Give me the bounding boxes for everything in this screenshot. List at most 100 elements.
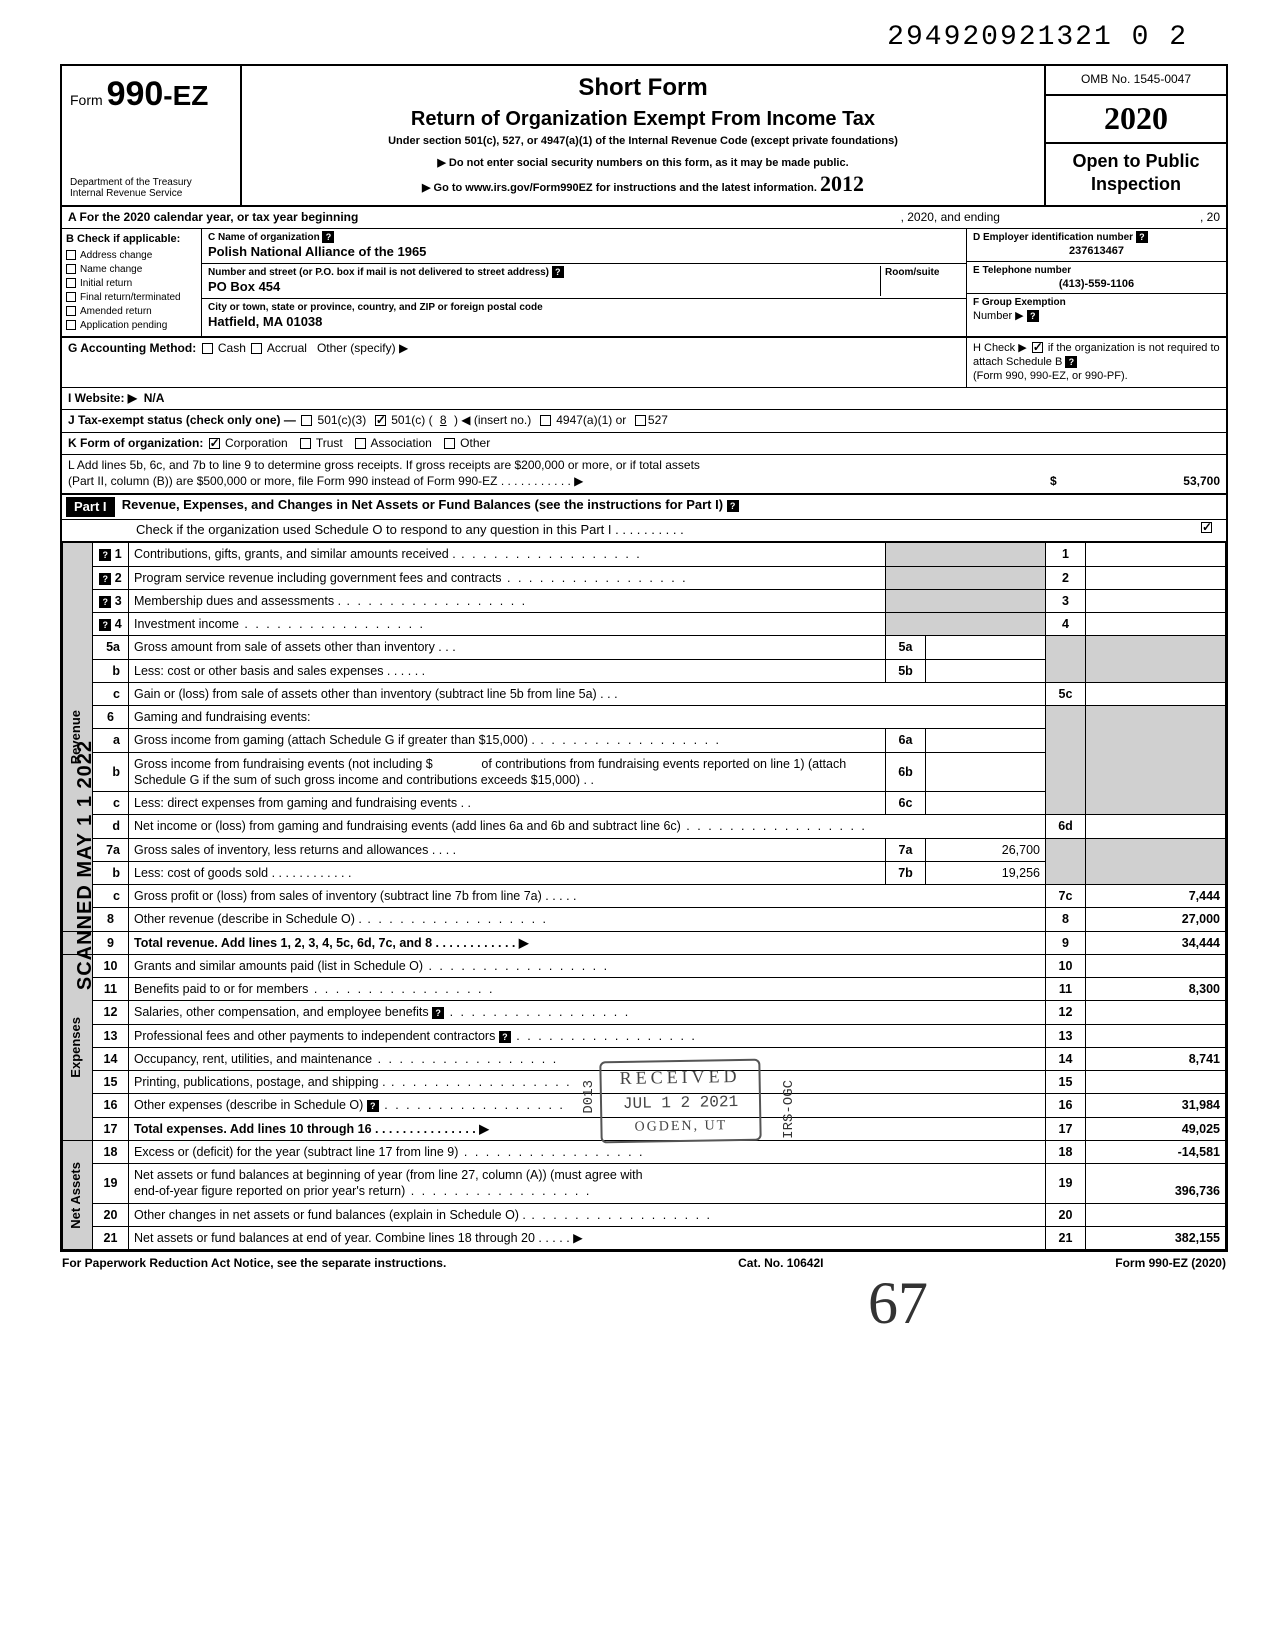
row-a-end: , 20 xyxy=(1200,210,1220,226)
val-14: 8,741 xyxy=(1086,1047,1226,1070)
open-to-public: Open to Public Inspection xyxy=(1046,144,1226,203)
line-15-desc: Printing, publications, postage, and shi… xyxy=(129,1071,1046,1094)
col-b-header: B Check if applicable: xyxy=(66,232,197,246)
chk-association[interactable] xyxy=(355,438,366,449)
subtitle: Under section 501(c), 527, or 4947(a)(1)… xyxy=(252,134,1034,148)
val-7b: 19,256 xyxy=(926,861,1046,884)
header-right-block: OMB No. 1545-0047 2020 Open to Public In… xyxy=(1046,66,1226,204)
row-i-website: I Website: ▶ N/A xyxy=(62,388,1226,411)
chk-application-pending[interactable]: Application pending xyxy=(66,319,197,332)
501c-insert: 8 xyxy=(436,413,451,427)
line-7a-desc: Gross sales of inventory, less returns a… xyxy=(129,838,886,861)
chk-527[interactable] xyxy=(635,415,646,426)
form-number-990: 990 xyxy=(107,75,164,113)
row-l-gross-receipts: L Add lines 5b, 6c, and 7b to line 9 to … xyxy=(62,455,1226,494)
line-9-desc: Total revenue. Add lines 1, 2, 3, 4, 5c,… xyxy=(129,931,1046,954)
help-icon: ? xyxy=(1065,356,1077,368)
help-icon: ? xyxy=(727,500,739,512)
chk-label: Initial return xyxy=(80,277,132,290)
val-19: 396,736 xyxy=(1086,1164,1226,1204)
chk-corporation[interactable] xyxy=(209,438,220,449)
table-row: 15Printing, publications, postage, and s… xyxy=(63,1071,1226,1094)
other-org-label: Other xyxy=(460,436,490,450)
table-row: 16Other expenses (describe in Schedule O… xyxy=(63,1094,1226,1117)
table-row: 14Occupancy, rent, utilities, and mainte… xyxy=(63,1047,1226,1070)
short-form-title: Short Form xyxy=(252,72,1034,103)
chk-accrual[interactable] xyxy=(251,343,262,354)
table-row: 17Total expenses. Add lines 10 through 1… xyxy=(63,1117,1226,1140)
g-label: G Accounting Method: xyxy=(68,341,196,355)
table-row: ? 2Program service revenue including gov… xyxy=(63,566,1226,589)
line-18-desc: Excess or (deficit) for the year (subtra… xyxy=(129,1140,1046,1163)
row-a-tax-year: A For the 2020 calendar year, or tax yea… xyxy=(62,207,1226,230)
form-prefix: Form xyxy=(70,92,103,108)
chk-label: Name change xyxy=(80,263,142,276)
table-row: ? 3Membership dues and assessments .3 xyxy=(63,589,1226,612)
ein-row: D Employer identification number ? 23761… xyxy=(967,229,1226,261)
table-row: 6Gaming and fundraising events: xyxy=(63,706,1226,729)
row-g-h: G Accounting Method: Cash Accrual Other … xyxy=(62,338,1226,388)
h-label: H Check ▶ xyxy=(973,342,1027,354)
chk-label: Application pending xyxy=(80,319,167,332)
chk-501c[interactable] xyxy=(375,415,386,426)
chk-schedule-b[interactable] xyxy=(1032,342,1043,353)
entity-info-grid: B Check if applicable: Address change Na… xyxy=(62,229,1226,337)
line-10-desc: Grants and similar amounts paid (list in… xyxy=(129,954,1046,977)
phone-label: E Telephone number xyxy=(973,264,1220,277)
header-title-block: Short Form Return of Organization Exempt… xyxy=(242,66,1046,204)
chk-cash[interactable] xyxy=(202,343,213,354)
chk-other-org[interactable] xyxy=(444,438,455,449)
line-7c-desc: Gross profit or (loss) from sales of inv… xyxy=(129,885,1046,908)
val-16: 31,984 xyxy=(1086,1094,1226,1117)
table-row: dNet income or (loss) from gaming and fu… xyxy=(63,815,1226,838)
val-7a: 26,700 xyxy=(926,838,1046,861)
handwritten-year: 2012 xyxy=(820,171,864,196)
netassets-side-label: Net Assets xyxy=(68,1162,85,1229)
line-4-desc: Investment income xyxy=(129,613,886,636)
chk-501c3[interactable] xyxy=(301,415,312,426)
table-row: 11Benefits paid to or for members118,300 xyxy=(63,978,1226,1001)
chk-amended-return[interactable]: Amended return xyxy=(66,305,197,318)
corp-label: Corporation xyxy=(225,436,288,450)
street-value: PO Box 454 xyxy=(208,279,880,296)
table-row: 9Total revenue. Add lines 1, 2, 3, 4, 5c… xyxy=(63,931,1226,954)
table-row: 19Net assets or fund balances at beginni… xyxy=(63,1164,1226,1204)
table-row: 21Net assets or fund balances at end of … xyxy=(63,1226,1226,1249)
line-17-desc: Total expenses. Add lines 10 through 16 … xyxy=(129,1117,1046,1140)
table-row: Revenue ? 1Contributions, gifts, grants,… xyxy=(63,543,1226,566)
chk-initial-return[interactable]: Initial return xyxy=(66,277,197,290)
chk-schedule-o-part1[interactable] xyxy=(1201,522,1212,533)
line-6b-desc: Gross income from fundraising events (no… xyxy=(129,752,886,792)
line-8-desc: Other revenue (describe in Schedule O) . xyxy=(129,908,1046,931)
val-7c: 7,444 xyxy=(1086,885,1226,908)
val-18: -14,581 xyxy=(1086,1140,1226,1163)
line-20-desc: Other changes in net assets or fund bala… xyxy=(129,1203,1046,1226)
table-row: 13Professional fees and other payments t… xyxy=(63,1024,1226,1047)
chk-trust[interactable] xyxy=(300,438,311,449)
part1-check-text: Check if the organization used Schedule … xyxy=(136,522,1199,539)
chk-4947[interactable] xyxy=(540,415,551,426)
help-icon: ? xyxy=(99,619,111,631)
line-13-desc: Professional fees and other payments to … xyxy=(129,1024,1046,1047)
form-number-block: Form 990-EZ xyxy=(70,72,232,116)
chk-name-change[interactable]: Name change xyxy=(66,263,197,276)
org-name-value: Polish National Alliance of the 1965 xyxy=(208,244,960,261)
form-number-ez: -EZ xyxy=(163,80,208,111)
table-row: cGross profit or (loss) from sales of in… xyxy=(63,885,1226,908)
trust-label: Trust xyxy=(316,436,343,450)
assoc-label: Association xyxy=(370,436,431,450)
street-label: Number and street (or P.O. box if mail i… xyxy=(208,267,549,278)
table-row: 20Other changes in net assets or fund ba… xyxy=(63,1203,1226,1226)
table-row: 8Other revenue (describe in Schedule O) … xyxy=(63,908,1226,931)
help-icon: ? xyxy=(1136,231,1148,243)
chk-address-change[interactable]: Address change xyxy=(66,249,197,262)
chk-final-return[interactable]: Final return/terminated xyxy=(66,291,197,304)
group-label2: Number ▶ xyxy=(973,310,1024,322)
line-5b-desc: Less: cost or other basis and sales expe… xyxy=(129,659,886,682)
help-icon: ? xyxy=(99,549,111,561)
return-title: Return of Organization Exempt From Incom… xyxy=(252,106,1034,132)
part1-check-row: Check if the organization used Schedule … xyxy=(62,520,1226,542)
val-21: 382,155 xyxy=(1086,1226,1226,1249)
h-text3: (Form 990, 990-EZ, or 990-PF). xyxy=(973,370,1128,382)
4947-label: 4947(a)(1) or xyxy=(556,413,626,427)
